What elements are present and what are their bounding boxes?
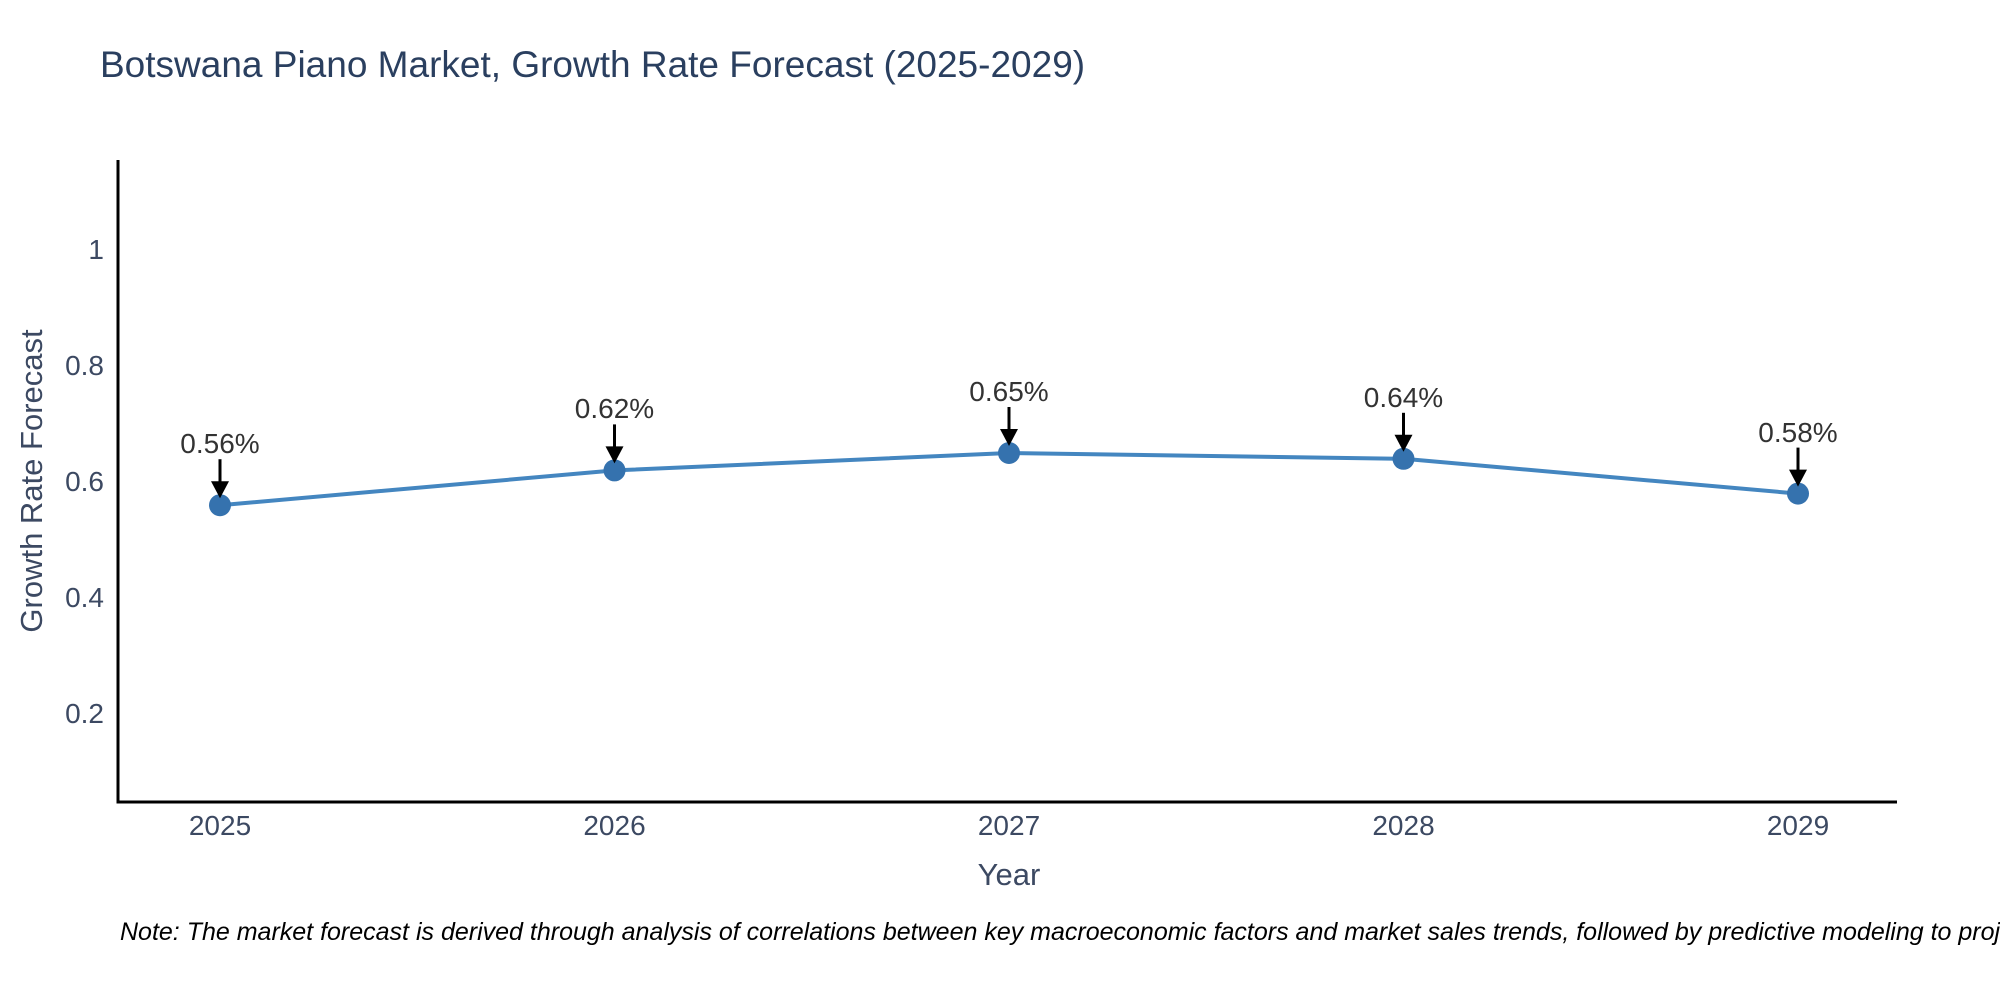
x-tick-label: 2025 [188,810,252,841]
data-point-marker[interactable] [1787,482,1809,505]
x-tick-label: 2026 [583,810,646,841]
annotation-arrowhead [211,481,229,499]
data-point-annotation: 0.65% [969,376,1049,407]
annotation-arrowhead [605,446,624,464]
y-tick-label: 0.4 [65,582,104,613]
data-point-annotation: 0.64% [1363,381,1444,413]
footnote: Note: The market forecast is derived thr… [120,918,2000,946]
y-axis-title: Growth Rate Forecast [14,329,49,633]
x-axis-title: Year [977,857,1041,892]
y-tick-label: 0.6 [65,466,104,497]
x-tick-label: 2027 [977,810,1041,841]
annotation-arrowhead [1000,429,1018,446]
annotation-arrowhead [1394,434,1413,452]
x-tick-label: 2029 [1766,810,1830,841]
data-point-marker[interactable] [1392,447,1415,470]
data-point-marker[interactable] [998,442,1020,464]
data-point-annotation: 0.56% [180,428,260,460]
data-point-marker[interactable] [603,459,626,482]
annotation-arrowhead [1789,469,1807,487]
data-point-annotation: 0.62% [574,393,655,425]
data-point-annotation: 0.58% [1758,416,1838,448]
y-tick-label: 1 [88,234,104,265]
y-tick-label: 0.8 [65,350,104,381]
chart-title: Botswana Piano Market, Growth Rate Forec… [100,44,1086,85]
y-tick-label: 0.2 [65,698,104,729]
data-point-marker[interactable] [209,494,231,517]
x-tick-label: 2028 [1372,810,1435,841]
